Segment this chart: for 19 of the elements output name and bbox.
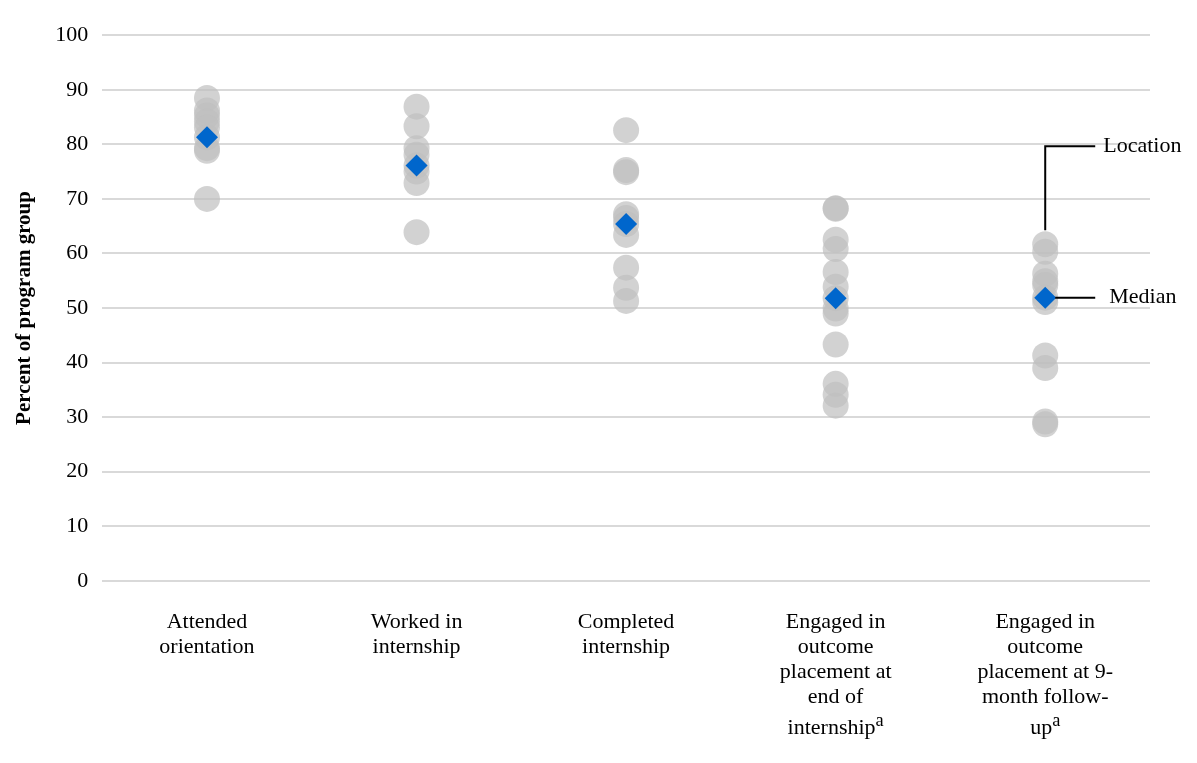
y-tick-label: 90 (66, 75, 89, 101)
y-tick-label: 0 (77, 566, 89, 592)
y-tick-label: 60 (66, 239, 89, 265)
y-tick-label: 30 (66, 402, 89, 428)
y-tick-label: 70 (66, 184, 89, 210)
y-tick-label: 50 (66, 293, 89, 319)
y-axis-title: Percent of program group (11, 191, 36, 425)
y-tick-label: 20 (66, 457, 89, 483)
x-tick-label: Worked in internship (369, 608, 464, 658)
x-tick-label: Completed internship (576, 608, 676, 658)
text: Median (1109, 283, 1177, 309)
x-tick-label: Engaged in outcome placement at end of internship$^{a}$ (778, 608, 893, 740)
y-tick-label: 10 (66, 512, 89, 538)
y-tick-label: 40 (66, 348, 89, 374)
y-tick-label: 100 (55, 20, 89, 46)
text: Location (1103, 131, 1182, 157)
x-tick-label: Engaged in outcome placement at 9-month follow-up$^{a}$ (977, 608, 1114, 740)
x-tick-label: Attended orientation (158, 608, 256, 658)
y-tick-label: 80 (66, 130, 89, 156)
